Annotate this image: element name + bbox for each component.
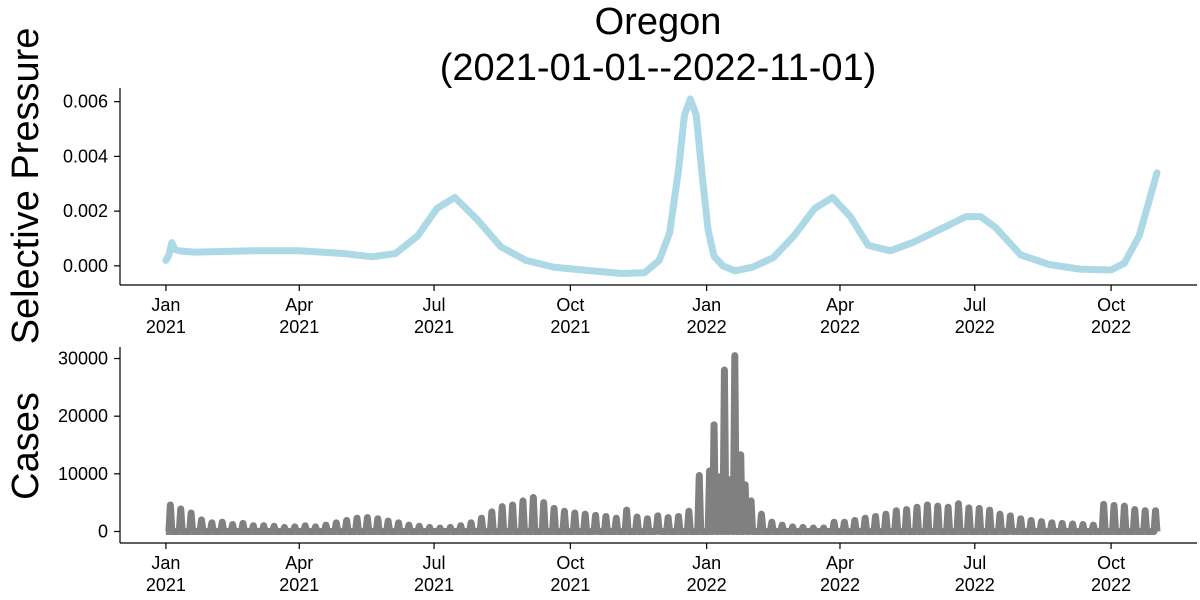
top-x-tick-label: Jul	[423, 295, 446, 315]
chart-title-line-1: Oregon	[595, 1, 722, 43]
bottom-x-tick-label: 2022	[820, 575, 860, 595]
bottom-x-tick-label: Apr	[826, 553, 854, 573]
top-x-tick-label: 2022	[687, 317, 727, 337]
bottom-x-tick-label: 2021	[279, 575, 319, 595]
bottom-x-tick-label: Jul	[423, 553, 446, 573]
top-y-axis-label: Selective Pressure	[5, 28, 47, 345]
top-y-tick-label: 0.006	[63, 92, 108, 112]
bottom-x-tick-label: 2021	[550, 575, 590, 595]
top-x-tick-label: Apr	[826, 295, 854, 315]
top-x-tick-label: Apr	[285, 295, 313, 315]
bottom-y-axis-label: Cases	[5, 392, 47, 500]
bottom-x-tick-label: Jan	[692, 553, 721, 573]
chart-title-line-2: (2021-01-01--2022-11-01)	[440, 47, 877, 89]
top-x-tick-label: 2021	[146, 317, 186, 337]
top-x-tick-label: Jan	[151, 295, 180, 315]
top-x-tick-label: 2021	[414, 317, 454, 337]
top-y-tick-label: 0.002	[63, 201, 108, 221]
bottom-y-tick-label: 20000	[58, 406, 108, 426]
top-x-tick-label: 2021	[279, 317, 319, 337]
cases-series-line	[163, 352, 1161, 535]
top-x-tick-label: 2022	[1091, 317, 1131, 337]
bottom-x-tick-label: 2022	[687, 575, 727, 595]
bottom-x-tick-label: Oct	[1097, 553, 1125, 573]
top-x-tick-label: 2022	[820, 317, 860, 337]
bottom-x-tick-label: Apr	[285, 553, 313, 573]
top-x-tick-label: Oct	[556, 295, 584, 315]
bottom-x-tick-label: 2021	[414, 575, 454, 595]
selective-pressure-series-line	[162, 95, 1161, 278]
bottom-x-tick-label: 2022	[1091, 575, 1131, 595]
top-x-tick-label: Jul	[963, 295, 986, 315]
top-y-tick-label: 0.000	[63, 256, 108, 276]
bottom-y-tick-label: 10000	[58, 464, 108, 484]
bottom-x-tick-label: 2021	[146, 575, 186, 595]
bottom-x-tick-label: Jan	[151, 553, 180, 573]
bottom-x-tick-label: Jul	[963, 553, 986, 573]
bottom-y-tick-label: 0	[98, 521, 108, 541]
top-x-tick-label: 2021	[550, 317, 590, 337]
top-y-tick-label: 0.004	[63, 146, 108, 166]
top-x-tick-label: 2022	[955, 317, 995, 337]
bottom-x-tick-label: 2022	[955, 575, 995, 595]
bottom-y-tick-label: 30000	[58, 349, 108, 369]
top-x-tick-label: Jan	[692, 295, 721, 315]
bottom-x-tick-label: Oct	[556, 553, 584, 573]
top-x-tick-label: Oct	[1097, 295, 1125, 315]
